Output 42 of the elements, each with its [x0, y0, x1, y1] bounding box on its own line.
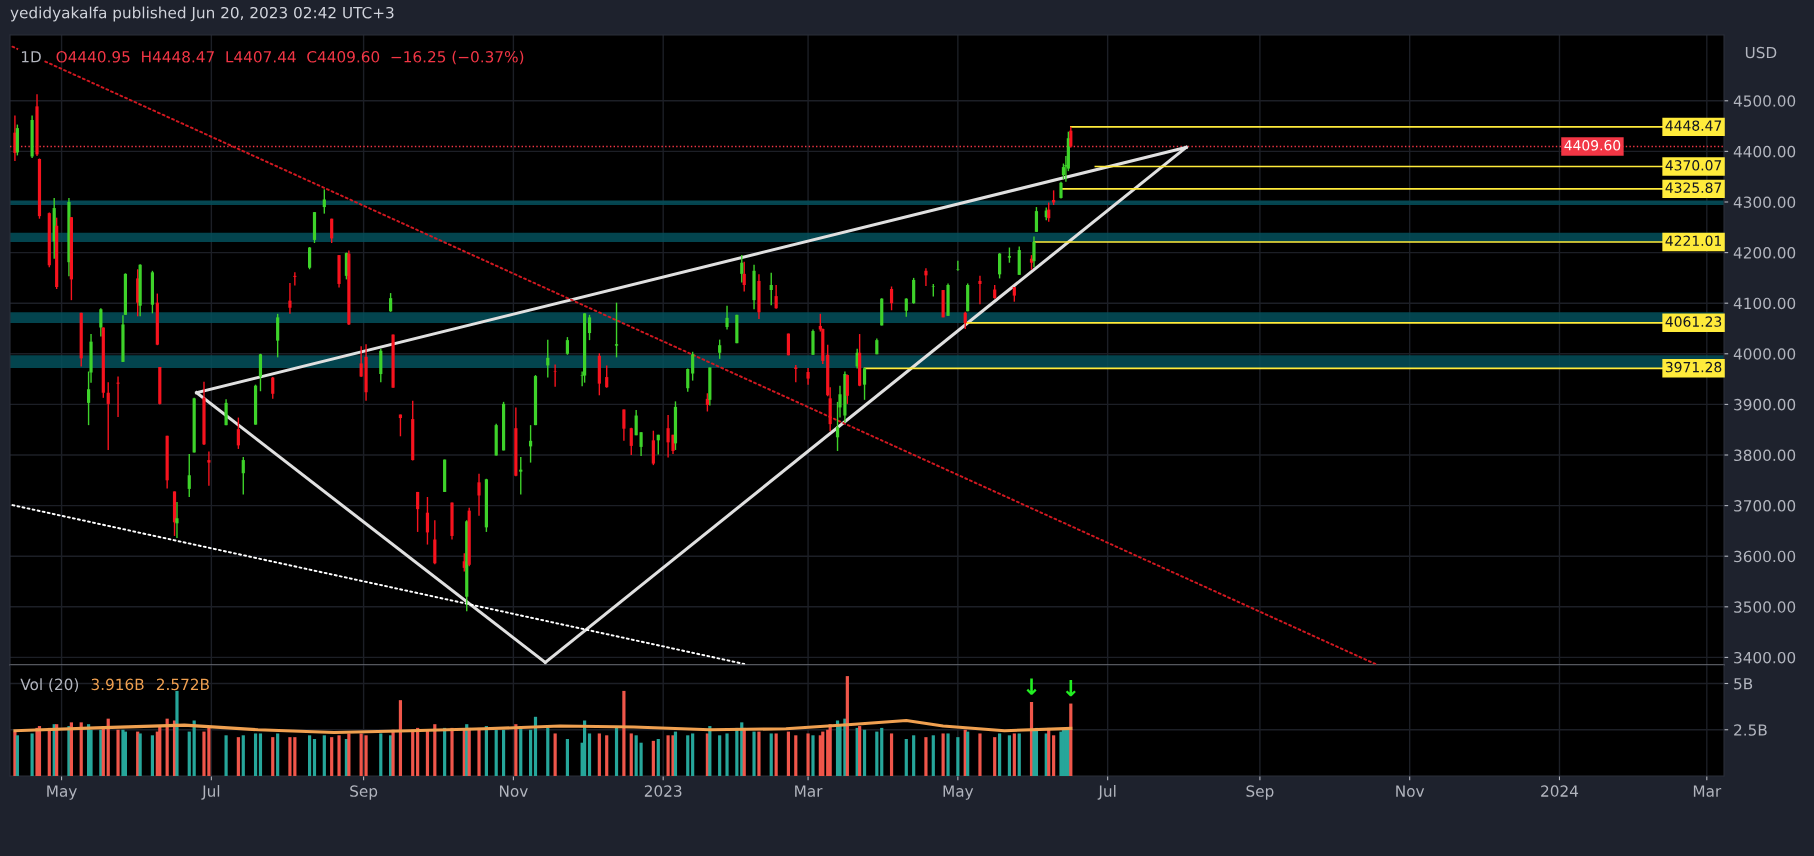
text: yedidyakalfa published Jun 20, 2023 02:42 UTC+3: [10, 6, 394, 22]
x-tick-label: Nov: [1396, 785, 1425, 797]
annotation: 2.572B: [156, 678, 209, 691]
annotation: ↓: [1026, 678, 1037, 695]
series-label: 4061.23: [1665, 316, 1722, 327]
y-tick-label: 4400.00: [1733, 145, 1796, 158]
y-tick-label: 4200.00: [1733, 247, 1796, 259]
x-tick-label: May: [47, 785, 77, 800]
x-tick-label: Jul: [1097, 785, 1116, 800]
x-tick-label: 2024: [1541, 785, 1579, 797]
y-axis-title: USD: [1745, 46, 1777, 59]
y-tick-label: 3900.00: [1734, 398, 1796, 411]
y-tick-label: 4500.00: [1733, 95, 1796, 107]
x-tick-label: Sep: [350, 785, 378, 800]
annotation: ↓: [1065, 679, 1076, 697]
x-tick-label: Sep: [1246, 785, 1274, 800]
legend-label: 4325.87: [1665, 182, 1722, 193]
ref-line-label: 4409.60: [1564, 140, 1621, 151]
x-tick-label: Mar: [795, 785, 823, 797]
y-tick-label: 3800.00: [1734, 449, 1796, 462]
y-tick-label: 5B: [1734, 678, 1753, 690]
y-tick-label: 4100.00: [1733, 297, 1796, 310]
y-tick-label: 4300.00: [1733, 196, 1796, 209]
x-tick-label: May: [943, 785, 974, 800]
y-tick-label: 4000.00: [1733, 348, 1796, 360]
series-label: 4448.47: [1665, 120, 1722, 131]
y-tick-label: 3400.00: [1734, 651, 1796, 664]
text: O4440.95 H4448.47 L4407.44 C4409.60 −16.25 (−0.37%): [56, 50, 524, 65]
x-tick-label: Nov: [499, 785, 528, 797]
series-label: 3971.28: [1665, 361, 1722, 373]
text: 1D: [21, 51, 41, 63]
series-label: 4370.07: [1665, 160, 1722, 171]
x-tick-label: Jul: [201, 785, 220, 800]
series-label: 4221.01: [1665, 235, 1721, 246]
y-tick-label: 2.5B: [1734, 724, 1767, 736]
y-tick-label: 3600.00: [1734, 550, 1796, 563]
annotation: Vol (20): [20, 678, 79, 692]
x-tick-label: 2023: [644, 785, 682, 797]
y-tick-label: 3700.00: [1734, 500, 1796, 512]
y-tick-label: 3500.00: [1734, 601, 1796, 613]
x-tick-label: Mar: [1693, 785, 1722, 797]
annotation: 3.916B: [91, 678, 144, 691]
